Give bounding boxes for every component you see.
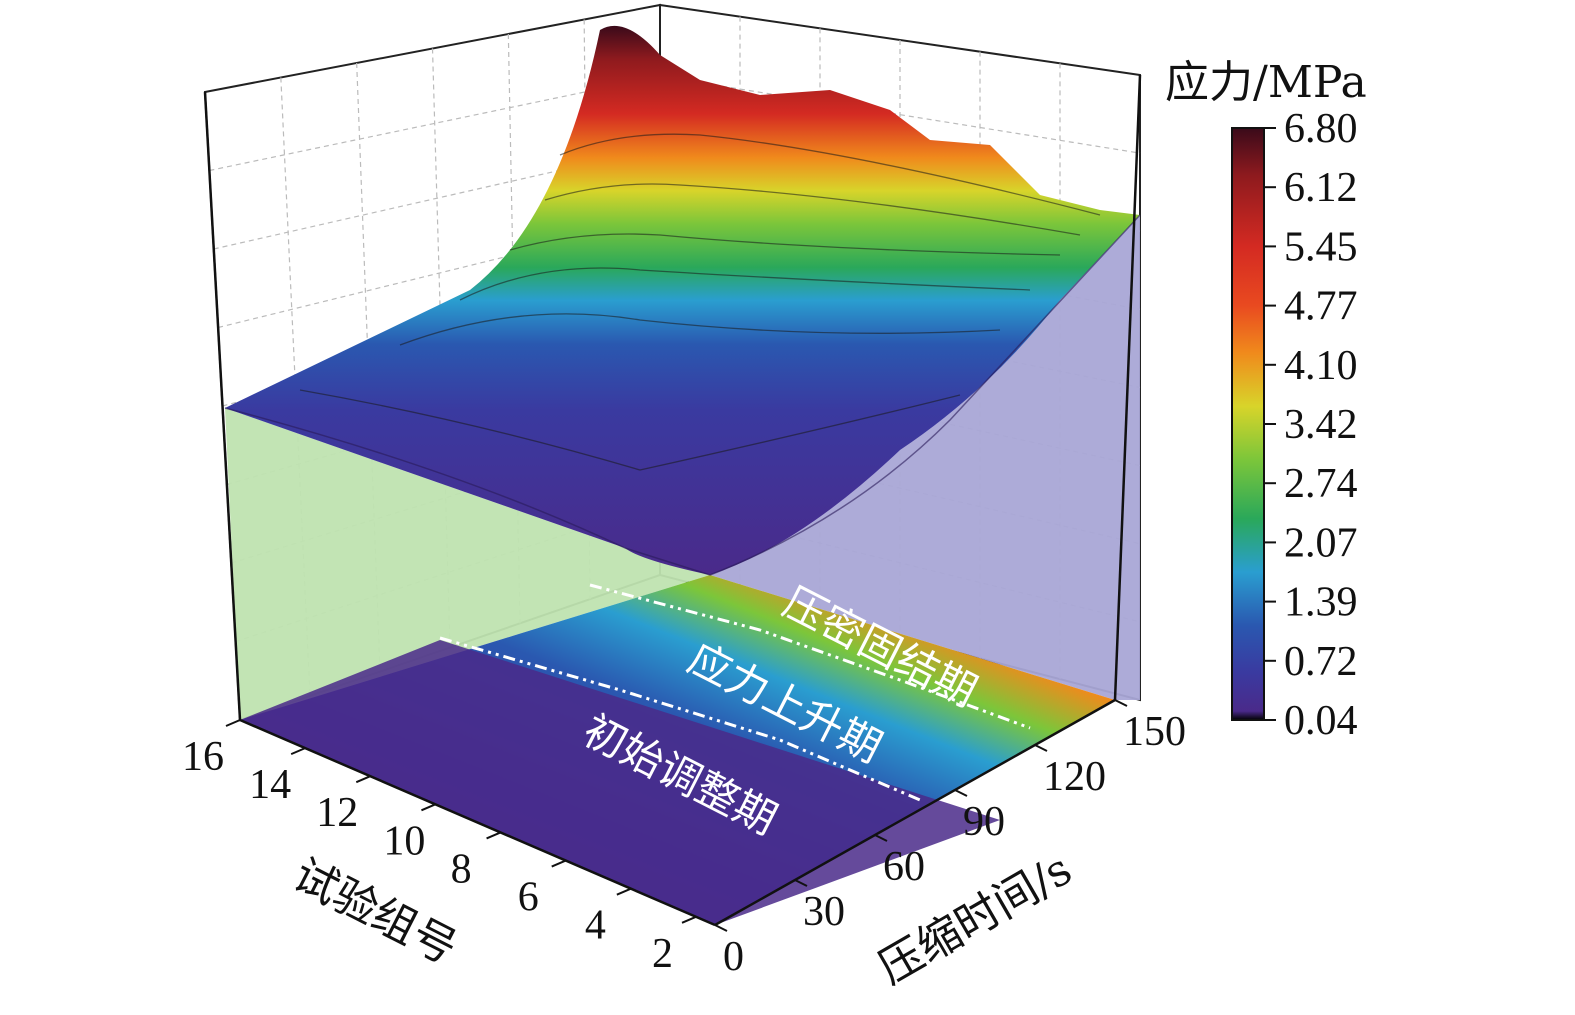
x-tick-label: 8: [451, 846, 472, 892]
surface-contour-line: [299, 389, 961, 471]
x-tick-label: 14: [249, 762, 291, 808]
surface-contours: [299, 133, 1101, 471]
y-tick-mark: [874, 834, 888, 842]
floor-divider-2: [439, 636, 921, 802]
colorbar-title: 应力/MPa: [1165, 57, 1367, 108]
surface-ridge: [224, 214, 1141, 576]
x-tick-label: 12: [316, 790, 358, 836]
floor-low-region: [240, 640, 1000, 925]
y-tick-label: 150: [1123, 709, 1186, 755]
colorbar-tick-label: 2.07: [1284, 520, 1358, 566]
y-ticks: 0 30 60 90 120 150: [714, 699, 1186, 980]
floor-divider-1: [589, 583, 1031, 730]
left-side-fill: [225, 408, 710, 720]
z-axis-line: [203, 91, 242, 721]
colorbar-tick-label: 0.72: [1284, 639, 1358, 685]
colorbar-tick-label: 4.10: [1284, 343, 1358, 389]
x-tick-label: 6: [518, 875, 539, 921]
right-vertical-edge: [1113, 74, 1142, 701]
surface-contour-line: [544, 183, 1081, 236]
x-tick-mark: [290, 747, 306, 756]
y-tick-mark: [794, 879, 808, 887]
colorbar: [1231, 127, 1265, 721]
y-tick-mark: [954, 789, 968, 797]
x-tick-mark: [551, 859, 567, 868]
y-tick-label: 90: [963, 799, 1005, 845]
x-tick-label: 10: [383, 818, 425, 864]
colorbar-tick-label: 6.12: [1284, 165, 1358, 211]
x-axis-title: 试验组号: [285, 849, 465, 974]
surface-contour-line: [459, 267, 1031, 301]
stress-surface: [225, 25, 1140, 575]
colorbar-tick-label: 6.80: [1284, 106, 1358, 152]
y-tick-label: 60: [883, 844, 925, 890]
right-side-fill: [710, 215, 1140, 700]
x-tick-mark: [355, 775, 371, 784]
colorbar-tick-label: 2.74: [1284, 461, 1358, 507]
colorbar-tick-label: 0.04: [1284, 698, 1358, 744]
y-tick-mark: [1034, 744, 1048, 752]
wall-grid-line: [659, 75, 1141, 154]
colorbar-tick-label: 1.39: [1284, 580, 1358, 626]
y-tick-mark: [1114, 699, 1128, 707]
x-tick-mark: [616, 887, 632, 896]
x-tick-label: 2: [652, 931, 673, 977]
x-tick-label: 4: [585, 903, 606, 949]
y-tick-mark: [714, 924, 728, 932]
y-axis-line: [714, 698, 1116, 927]
x-tick-mark: [225, 719, 241, 727]
colorbar-tick-label: 5.45: [1284, 224, 1358, 270]
colorbar-ticks: 6.80 6.12 5.45 4.77 4.10 3.42 2.74 2.07 1.39 0.72…: [1264, 106, 1358, 744]
x-tick-mark: [486, 831, 501, 840]
y-tick-label: 30: [803, 889, 845, 935]
wall-grid-line: [209, 75, 661, 172]
colorbar-tick-label: 4.77: [1284, 284, 1358, 330]
x-tick-label: 16: [182, 734, 224, 780]
y-tick-label: 0: [723, 934, 744, 980]
x-tick-mark: [681, 915, 697, 924]
colorbar-tick-label: 3.42: [1284, 402, 1358, 448]
surface-contour-line: [399, 313, 1001, 346]
x-tick-mark: [421, 803, 436, 812]
y-tick-label: 120: [1043, 754, 1106, 800]
surface-contour-line: [509, 233, 1061, 256]
surface-contour-line: [559, 133, 1101, 216]
x-axis-line: [239, 718, 716, 927]
